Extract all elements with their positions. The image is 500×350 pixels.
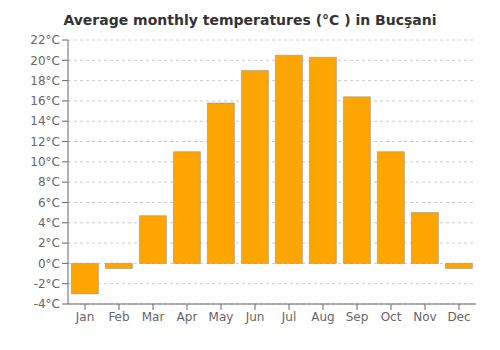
svg-text:6°C: 6°C [38, 196, 60, 210]
svg-text:Apr: Apr [177, 310, 198, 324]
svg-text:Jul: Jul [281, 310, 296, 324]
svg-text:Sep: Sep [346, 310, 369, 324]
svg-text:Jan: Jan [75, 310, 95, 324]
svg-text:Jun: Jun [245, 310, 265, 324]
svg-text:-4°C: -4°C [34, 297, 60, 311]
svg-text:20°C: 20°C [30, 54, 60, 68]
svg-text:16°C: 16°C [30, 94, 60, 108]
svg-text:Feb: Feb [108, 310, 129, 324]
svg-text:4°C: 4°C [38, 216, 60, 230]
svg-text:18°C: 18°C [30, 74, 60, 88]
svg-text:Dec: Dec [447, 310, 470, 324]
svg-text:Mar: Mar [142, 310, 165, 324]
svg-text:Aug: Aug [311, 310, 334, 324]
svg-text:22°C: 22°C [30, 33, 60, 47]
svg-text:2°C: 2°C [38, 236, 60, 250]
svg-text:-2°C: -2°C [34, 277, 60, 291]
svg-text:10°C: 10°C [30, 155, 60, 169]
svg-text:Oct: Oct [381, 310, 402, 324]
svg-text:8°C: 8°C [38, 175, 60, 189]
svg-text:May: May [209, 310, 234, 324]
svg-text:Nov: Nov [413, 310, 436, 324]
html-text:Average monthly temperatures (: Average monthly temperatures (°C ) in Bu… [63, 12, 437, 28]
svg-text:12°C: 12°C [30, 135, 60, 149]
svg-text:0°C: 0°C [38, 257, 60, 271]
svg-text:14°C: 14°C [30, 114, 60, 128]
